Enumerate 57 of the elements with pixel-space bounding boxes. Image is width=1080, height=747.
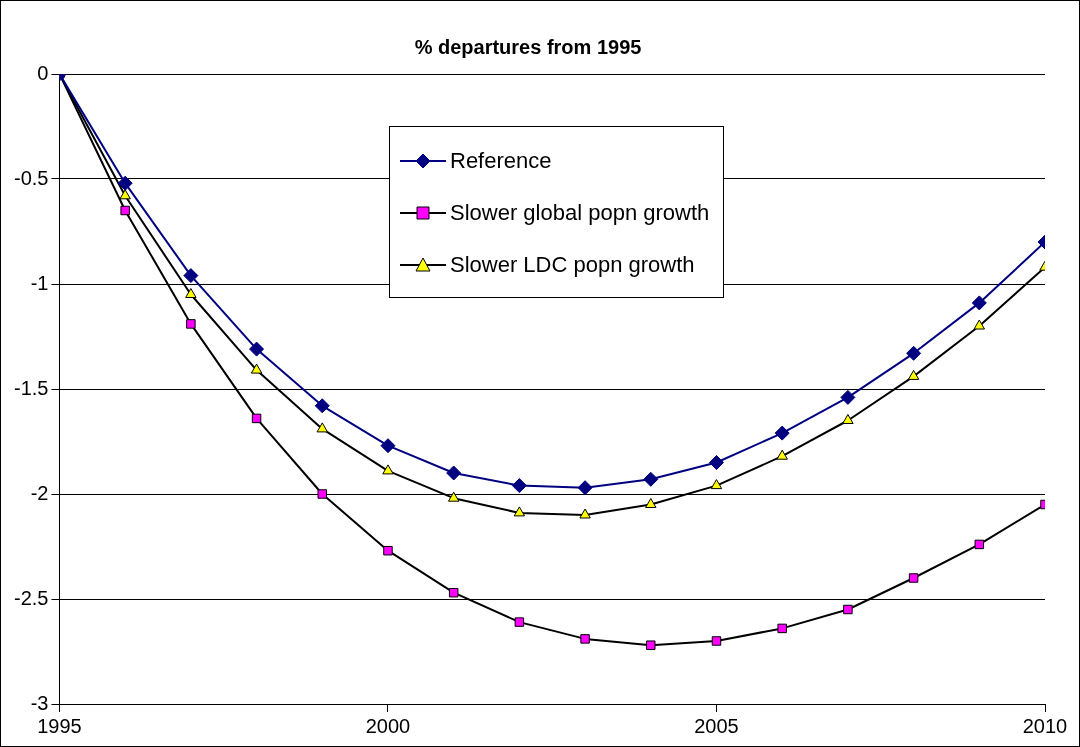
point (120, 205, 130, 216)
point (514, 617, 525, 627)
point (513, 506, 526, 517)
x-tick-label: 2005 (694, 714, 739, 737)
point (908, 573, 919, 583)
point (316, 422, 328, 433)
legend-label: Reference (450, 148, 552, 174)
point (383, 545, 393, 556)
point (314, 398, 330, 414)
point (777, 623, 787, 634)
point (447, 491, 460, 502)
point (250, 363, 263, 374)
chart-title: % departures from 1995 (414, 35, 642, 58)
y-tick-label: -1 (30, 271, 49, 294)
point (776, 449, 788, 460)
y-tick-label: -2.5 (13, 586, 49, 609)
point (774, 425, 790, 441)
point (710, 479, 723, 490)
point (646, 640, 656, 650)
point (186, 319, 196, 329)
point (711, 636, 722, 646)
point (842, 414, 854, 424)
point (577, 480, 593, 496)
y-tick-label: -2 (30, 481, 49, 504)
point (645, 498, 657, 508)
y-tick-label: -0.5 (13, 166, 49, 189)
point (117, 175, 133, 191)
point (906, 345, 922, 361)
y-tick-label: -3 (30, 691, 49, 714)
point (643, 471, 659, 487)
point (840, 389, 856, 405)
x-tick-label: 2010 (1022, 714, 1068, 737)
point (446, 465, 462, 481)
point (249, 341, 265, 357)
point (973, 319, 985, 330)
x-tick-label: 2000 (365, 714, 411, 737)
point (907, 369, 920, 380)
point (971, 295, 987, 311)
x-tick-label: 1995 (37, 714, 82, 737)
point (843, 604, 853, 615)
point (183, 268, 199, 284)
point (119, 189, 131, 200)
point (380, 438, 396, 454)
y-tick-label: 0 (37, 61, 49, 84)
point (579, 508, 591, 519)
point (317, 489, 328, 499)
point (251, 413, 262, 424)
point (580, 634, 590, 644)
legend-label: Slower global popn growth (450, 200, 710, 226)
point (382, 464, 394, 475)
point (974, 539, 985, 550)
legend-label: Slower LDC popn growth (450, 252, 695, 278)
point (511, 478, 527, 494)
point (708, 455, 724, 470)
point (448, 587, 459, 598)
y-tick-label: -1.5 (13, 376, 49, 399)
point (185, 288, 197, 298)
